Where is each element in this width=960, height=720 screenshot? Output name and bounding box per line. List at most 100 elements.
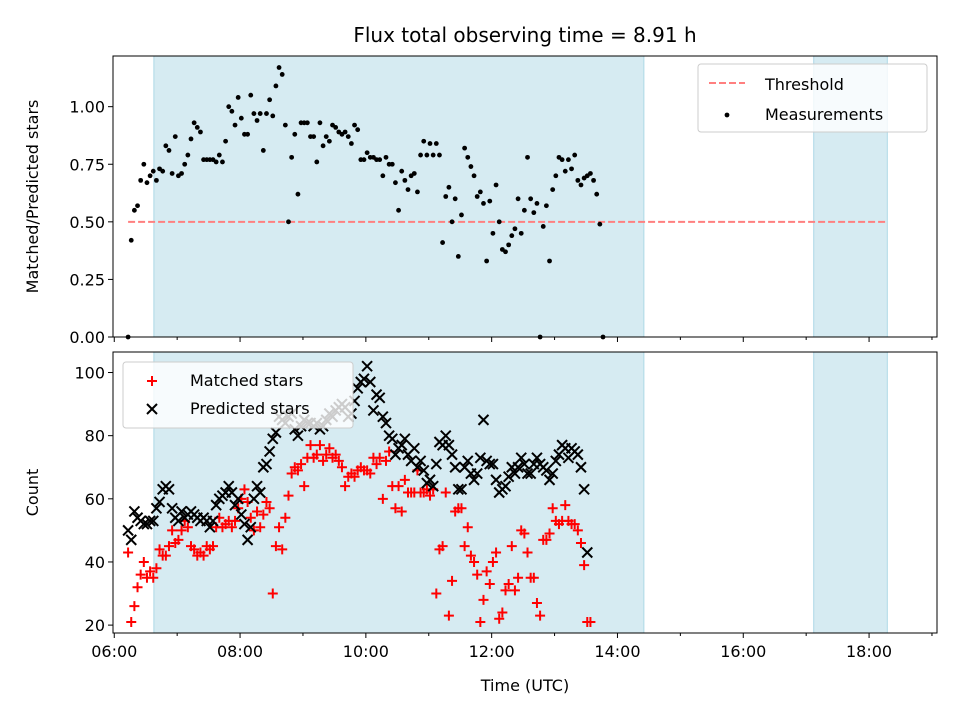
measurements-point <box>229 108 235 114</box>
measurements-point <box>528 196 534 202</box>
measurements-point <box>304 120 310 126</box>
matched-stars-point <box>560 500 571 511</box>
predicted-stars-point <box>207 515 219 527</box>
matched-stars-point <box>528 572 539 583</box>
predicted-stars-point <box>380 417 392 429</box>
measurements-point <box>525 154 530 160</box>
matched-stars-point <box>135 569 146 580</box>
predicted-stars-point <box>175 505 188 518</box>
predicted-stars-point <box>373 392 386 404</box>
measurements-point <box>348 141 354 146</box>
measurements-point <box>380 173 386 179</box>
legend-box <box>122 361 354 429</box>
measurements-point <box>569 166 574 172</box>
predicted-stars-point <box>138 518 150 530</box>
matched-stars-point <box>314 440 325 451</box>
predicted-stars-point <box>367 404 380 417</box>
measurements-point <box>144 180 150 186</box>
measurements-point <box>389 161 395 167</box>
measurements-point <box>496 219 502 225</box>
matched-stars-point <box>509 585 520 596</box>
predicted-stars-point <box>377 411 389 423</box>
measurements-point <box>575 177 581 183</box>
matched-stars-point <box>365 468 376 479</box>
predicted-stars-point <box>499 480 512 492</box>
measurements-point <box>477 189 483 195</box>
predicted-stars-point <box>524 467 537 480</box>
x-tick-label: 10:00 <box>343 642 389 661</box>
measurements-point <box>459 212 464 218</box>
matched-stars-point <box>311 449 322 460</box>
matched-stars-point <box>572 525 583 536</box>
matched-stars-point <box>374 452 385 463</box>
bottom-legend: Matched stars Predicted stars <box>122 361 354 429</box>
matched-stars-point <box>173 534 184 545</box>
matched-stars-point <box>478 594 489 605</box>
matched-stars-point <box>544 528 555 539</box>
measurements-point <box>323 134 329 140</box>
top-y-axis-ticks: 0.00 0.25 0.50 0.75 1.00 <box>69 98 113 347</box>
predicted-stars-point <box>449 461 461 473</box>
matched-stars-point <box>129 601 140 612</box>
measurements-point <box>562 168 568 174</box>
predicted-stars-point <box>204 521 216 533</box>
shaded-interval <box>813 352 888 633</box>
predicted-stars-point <box>452 483 465 496</box>
measurements-point <box>506 242 512 248</box>
measurements-point <box>393 180 398 186</box>
predicted-stars-point <box>223 480 235 492</box>
measurements-point <box>163 143 169 149</box>
predicted-stars-point <box>172 515 185 527</box>
measurements-point <box>588 171 593 176</box>
measurements-point <box>462 145 468 151</box>
matched-stars-point <box>148 572 159 583</box>
matched-stars-point <box>261 496 272 507</box>
matched-stars-point <box>182 522 193 533</box>
measurements-point <box>245 131 251 137</box>
measurements-point <box>235 95 241 100</box>
measurements-point <box>364 150 370 156</box>
predicted-stars-point <box>424 474 436 486</box>
matched-stars-point <box>481 566 492 577</box>
measurements-point <box>172 134 178 140</box>
predicted-stars-point <box>509 467 521 480</box>
predicted-stars-point <box>163 483 175 496</box>
matched-stars-point <box>399 474 410 485</box>
predicted-stars-point <box>411 461 424 473</box>
measurements-point <box>150 168 156 174</box>
matched-stars-point <box>230 515 241 526</box>
measurements-point <box>396 207 401 213</box>
matched-stars-point <box>390 503 401 514</box>
measurements-point <box>377 157 383 163</box>
predicted-stars-point <box>396 439 408 451</box>
matched-stars-point <box>305 440 316 451</box>
matched-stars-point <box>258 509 269 520</box>
matched-stars-point <box>296 459 307 470</box>
matched-stars-point <box>226 522 237 533</box>
predicted-stars-point <box>477 414 490 426</box>
matched-stars-point <box>393 481 404 492</box>
y-tick-label: 0.25 <box>69 270 105 289</box>
matched-stars-point <box>274 522 285 533</box>
matched-stars-point <box>163 541 174 552</box>
measurements-point <box>292 131 298 137</box>
measurements-point <box>320 143 326 149</box>
y-tick-label: 40 <box>85 553 105 572</box>
measurements-point <box>270 113 276 119</box>
legend-matched-swatch <box>147 376 157 386</box>
predicted-stars-point <box>581 546 593 559</box>
measurements-point <box>553 173 559 179</box>
predicted-stars-point <box>575 461 587 473</box>
predicted-stars-point <box>270 426 282 439</box>
matched-stars-point <box>462 522 473 533</box>
bottom-y-axis-label: Count <box>23 469 42 517</box>
matched-stars-point <box>126 616 137 627</box>
measurements-point <box>481 201 486 206</box>
count-points <box>122 360 596 627</box>
measurements-point <box>455 253 461 259</box>
measurements-point <box>220 159 225 165</box>
predicted-stars-point <box>235 508 248 521</box>
matched-stars-point <box>503 579 514 590</box>
predicted-stars-point <box>515 452 527 464</box>
matched-stars-point <box>330 449 341 460</box>
